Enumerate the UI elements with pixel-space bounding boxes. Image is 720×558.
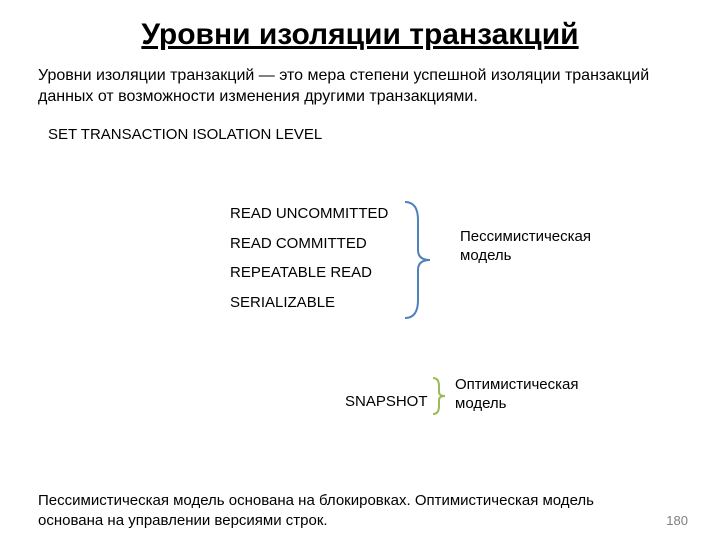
level-read-uncommitted: READ UNCOMMITTED xyxy=(230,204,388,224)
brace-optimistic-icon xyxy=(430,376,450,416)
pessimistic-model-label: Пессимистическая модель xyxy=(460,228,610,266)
page-title: Уровни изоляции транзакций xyxy=(0,18,720,52)
optimistic-model-label: Оптимистическая модель xyxy=(455,376,605,414)
intro-text: Уровни изоляции транзакций — это мера ст… xyxy=(38,66,682,108)
level-repeatable-read: REPEATABLE READ xyxy=(230,263,388,283)
sql-statement: SET TRANSACTION ISOLATION LEVEL xyxy=(48,126,720,143)
isolation-levels-list: READ UNCOMMITTED READ COMMITTED REPEATAB… xyxy=(230,204,388,322)
page-number: 180 xyxy=(666,513,688,528)
footer-explanation: Пессимистическая модель основана на блок… xyxy=(38,491,598,530)
level-serializable: SERIALIZABLE xyxy=(230,293,388,313)
level-read-committed: READ COMMITTED xyxy=(230,234,388,254)
level-snapshot: SNAPSHOT xyxy=(345,393,428,410)
brace-pessimistic-icon xyxy=(400,200,440,320)
